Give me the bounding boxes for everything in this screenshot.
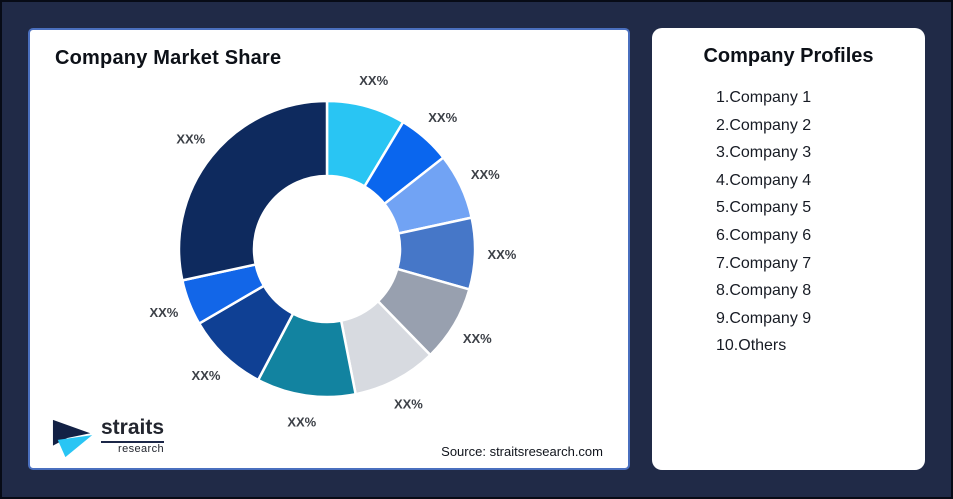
company-list: 1.Company 1 2.Company 2 3.Company 3 4.Compa… <box>652 84 925 360</box>
source-text: Source: straitsresearch.com <box>441 444 603 459</box>
slice-label-company-8: XX% <box>192 368 221 383</box>
logo-subtitle: research <box>118 443 165 455</box>
profile-list-item: 6.Company 6 <box>716 226 812 244</box>
slice-label-company-2: XX% <box>428 110 457 125</box>
slice-label-company-9: XX% <box>149 305 178 320</box>
profile-list-item: 9.Company 9 <box>716 309 812 327</box>
logo-text: straits research <box>101 417 165 455</box>
slice-label-company-6: XX% <box>394 396 423 411</box>
profiles-title: Company Profiles <box>703 45 874 67</box>
slice-label-company-5: XX% <box>463 331 492 346</box>
straits-research-logo: straits research <box>52 417 165 458</box>
slice-label-company-1: XX% <box>359 73 388 88</box>
profile-list-item: 5.Company 5 <box>716 199 812 217</box>
market-share-card: Company Market Share XX% XX% XX% XX% XX% XX% X… <box>28 28 630 470</box>
profile-list-item: 8.Company 8 <box>716 282 812 300</box>
company-profiles-card: Company Profiles 1.Company 1 2.Company 2 3… <box>652 28 925 470</box>
profile-list-item: 1.Company 1 <box>716 89 812 106</box>
profile-list-item: 3.Company 3 <box>716 144 812 162</box>
market-share-donut-chart: XX% XX% XX% XX% XX% XX% XX% XX% XX% XX% <box>149 73 516 430</box>
profile-list-item: 4.Company 4 <box>716 171 812 189</box>
slice-label-others: XX% <box>176 132 205 147</box>
profile-list-item: 2.Company 2 <box>716 116 812 134</box>
logo-name: straits <box>101 417 165 443</box>
donut-slice-others <box>177 99 329 282</box>
chart-title: Company Market Share <box>55 47 282 69</box>
slice-label-company-7: XX% <box>287 415 316 430</box>
straits-logo-icon <box>52 419 93 458</box>
profile-list-item: 10.Others <box>716 337 787 355</box>
profile-list-item: 7.Company 7 <box>716 254 812 272</box>
slice-label-company-3: XX% <box>471 167 500 182</box>
slice-label-company-4: XX% <box>487 247 516 262</box>
